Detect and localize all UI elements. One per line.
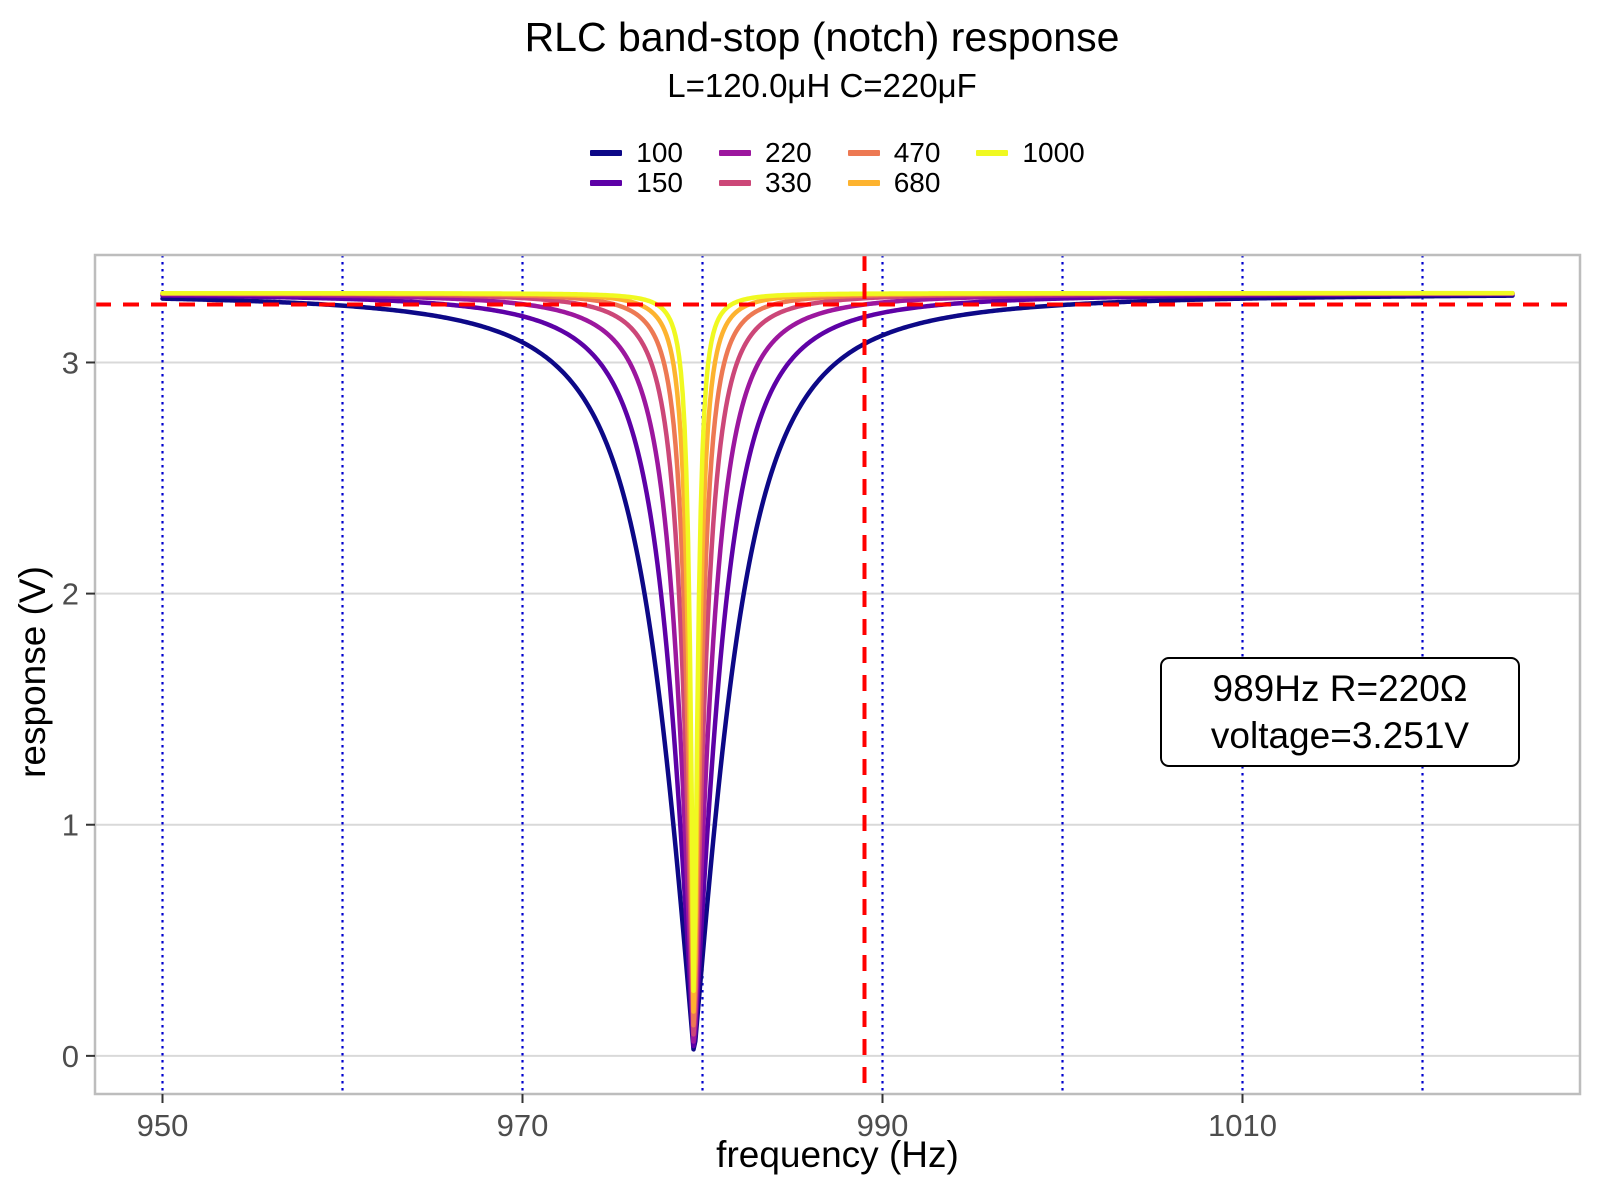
curve-R1000 [160, 290, 1515, 994]
legend-item-680: 680 [847, 167, 941, 198]
legend-label: 470 [893, 137, 941, 168]
y-tick-label-0: 0 [62, 1039, 79, 1074]
legend-column: 220 330 [718, 137, 812, 198]
x-tick-label-950: 950 [137, 1108, 189, 1143]
annotation-box: 989Hz R=220Ω voltage=3.251V [1160, 657, 1520, 767]
legend-key-icon [847, 179, 880, 186]
legend: 100 150 220 330 470 680 1000 [95, 138, 1580, 200]
legend-key-icon [718, 149, 751, 156]
y-tick-label-1: 1 [62, 808, 79, 843]
legend-column: 100 150 [590, 138, 683, 197]
legend-label: 680 [893, 167, 941, 198]
annotation-line2: voltage=3.251V [1210, 715, 1470, 756]
legend-label: 220 [764, 137, 812, 168]
panel-border [93, 253, 1582, 1096]
legend-key-icon [847, 149, 880, 156]
curve-R100 [160, 293, 1515, 1052]
chart-title: RLC band-stop (notch) response [524, 14, 1120, 60]
x-axis-title: frequency (Hz) [716, 1134, 959, 1175]
legend-key-icon [976, 149, 1009, 156]
legend-key-icon [590, 149, 623, 156]
legend-item-100: 100 [590, 138, 683, 167]
y-tick-label-2: 2 [62, 577, 79, 612]
legend-key-icon [590, 179, 623, 186]
legend-label: 330 [764, 167, 812, 198]
y-axis-title: response (V) [12, 566, 53, 778]
annotation-line1: 989Hz R=220Ω [1212, 668, 1468, 709]
x-tick-label-970: 970 [497, 1108, 549, 1143]
legend-item-330: 330 [718, 167, 812, 198]
legend-item-1000: 1000 [976, 137, 1085, 168]
legend-key-icon [718, 179, 751, 186]
chart-subtitle: L=120.0μH C=220μF [667, 67, 977, 104]
legend-column: 1000 [976, 137, 1085, 168]
legend-label: 150 [636, 167, 683, 198]
legend-label: 100 [636, 137, 683, 168]
legend-item-470: 470 [847, 137, 941, 168]
legend-label: 1000 [1022, 137, 1085, 168]
x-tick-label-990: 990 [857, 1108, 909, 1143]
legend-item-220: 220 [718, 137, 812, 168]
legend-column: 470 680 [847, 137, 941, 198]
x-tick-label-1010: 1010 [1208, 1108, 1277, 1143]
y-tick-label-3: 3 [62, 345, 79, 380]
legend-item-150: 150 [590, 168, 683, 197]
